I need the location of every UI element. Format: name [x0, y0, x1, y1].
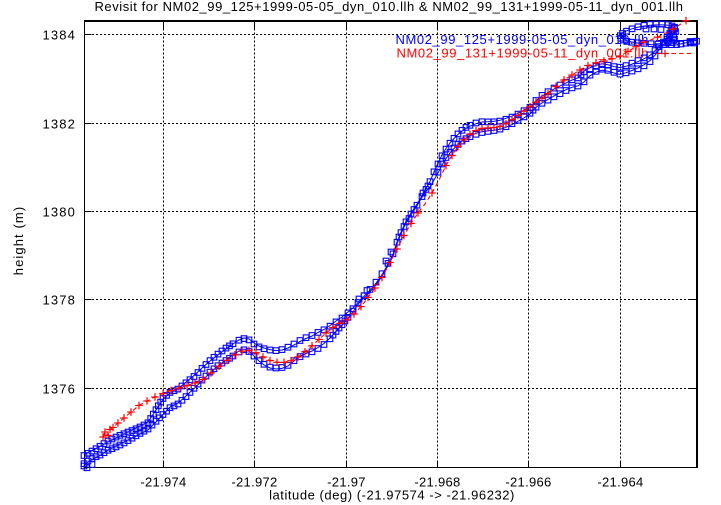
svg-text:1378: 1378 [42, 292, 76, 307]
svg-text:latitude (deg) (-21.97574 -> -: latitude (deg) (-21.97574 -> -21.96232) [269, 488, 515, 503]
svg-text:-21.974: -21.974 [140, 475, 186, 490]
svg-text:-21.968: -21.968 [414, 475, 460, 490]
svg-text:1376: 1376 [42, 381, 76, 396]
svg-text:NM02_99_131+1999-05-11_dyn_001: NM02_99_131+1999-05-11_dyn_001.llh [396, 45, 649, 60]
svg-text:-21.964: -21.964 [597, 475, 643, 490]
svg-text:height (m): height (m) [11, 206, 26, 276]
svg-text:1380: 1380 [42, 204, 76, 219]
svg-text:-21.972: -21.972 [231, 475, 277, 490]
svg-text:-21.97: -21.97 [327, 475, 366, 490]
svg-text:1384: 1384 [42, 27, 76, 42]
svg-text:-21.966: -21.966 [505, 475, 551, 490]
svg-text:NM02_99_125+1999-05-05_dyn_010: NM02_99_125+1999-05-05_dyn_010.llh [395, 32, 649, 47]
svg-text:Revisit for NM02_99_125+1999-0: Revisit for NM02_99_125+1999-05-05_dyn_0… [94, 0, 683, 14]
svg-text:1382: 1382 [42, 116, 76, 131]
